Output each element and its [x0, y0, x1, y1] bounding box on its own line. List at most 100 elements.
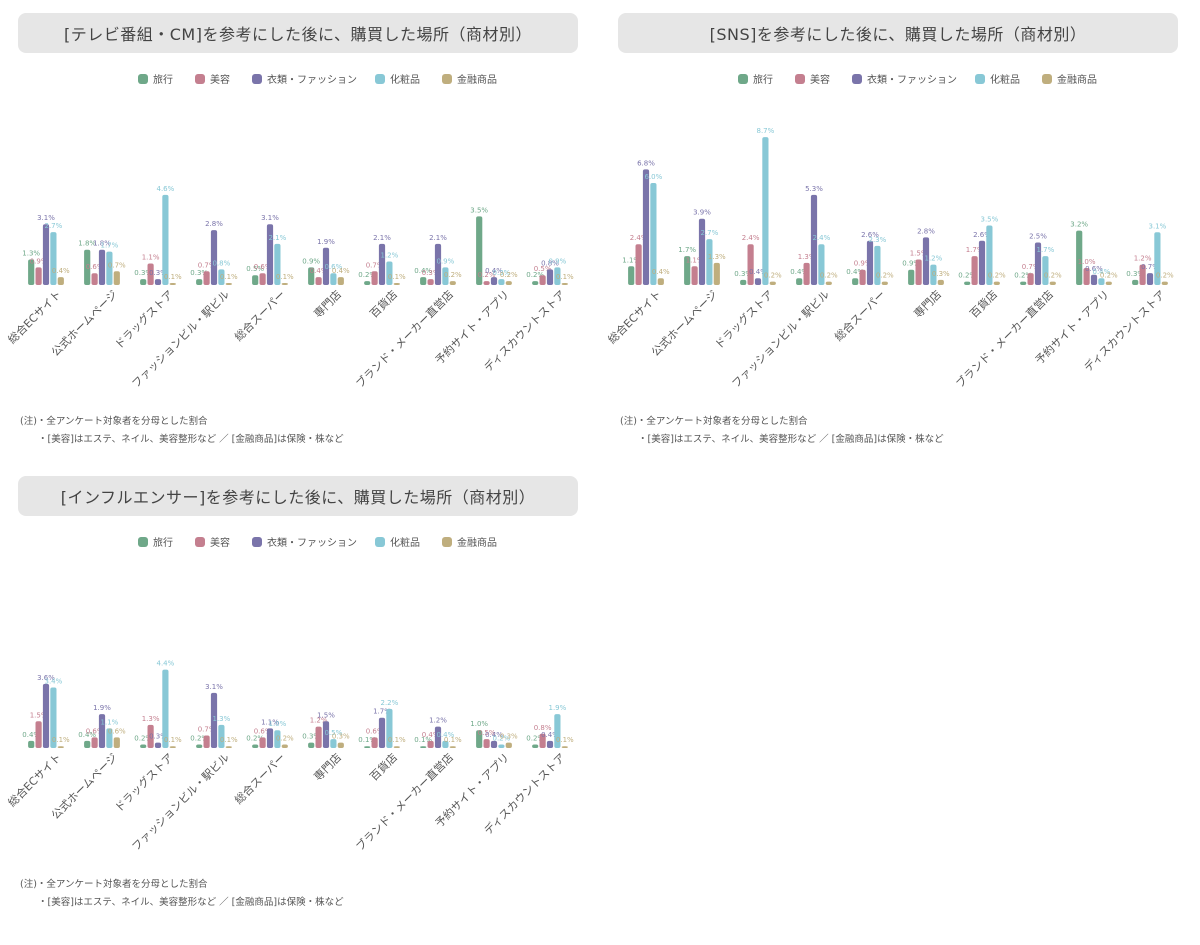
bar: [57, 277, 64, 285]
category-label: 総合スーパー: [232, 287, 288, 343]
bar: [50, 232, 57, 285]
category-label: 総合ECサイト: [605, 287, 664, 346]
data-label: 1.2%: [310, 717, 328, 725]
bar: [1139, 264, 1146, 285]
data-label: 1.9%: [93, 704, 111, 712]
data-label: 0.6%: [366, 727, 384, 735]
category-group: 1.1% 2.4% 6.8% 6.0% 0.4% 総合ECサイト: [605, 159, 670, 346]
bar: [1105, 281, 1112, 285]
legend-item: 旅行: [138, 73, 173, 86]
legend-swatch: [195, 537, 205, 547]
bar: [322, 247, 330, 285]
bar: [915, 259, 922, 285]
note-line-1: (注)・全アンケート対象者を分母とした割合: [620, 416, 808, 427]
data-label: 1.3%: [798, 253, 816, 261]
bar-chart-sns: 旅行 美容 衣類・ファッション 化粧品 金融商品 1.1% 2.4% 6.8% 6.0% 0.4%…: [605, 73, 1174, 391]
bar: [635, 244, 642, 285]
bar: [427, 740, 434, 748]
data-label: 0.5%: [325, 729, 343, 737]
bar: [1146, 273, 1154, 285]
bar: [259, 273, 266, 285]
data-label: 0.6%: [86, 727, 104, 735]
bar-chart-tv: 旅行 美容 衣類・ファッション 化粧品 金融商品1.3%0.9%3.1%2.7%0.4%…: [5, 73, 574, 390]
bar: [449, 746, 456, 748]
legend-swatch: [852, 74, 862, 84]
data-label: 1.8%: [93, 240, 111, 248]
data-label: 0.6%: [1085, 265, 1103, 273]
category-group: 0.2% 0.7% 2.1% 1.2% 0.1% 百貨店: [358, 234, 406, 321]
bar: [483, 739, 490, 748]
bar: [825, 281, 832, 285]
data-label: 0.5%: [478, 729, 496, 737]
category-group: 0.2%0.6%1.1%1.0%0.2%総合スーパー: [232, 718, 295, 806]
category-label: ブランド・メーカー直営店: [353, 287, 456, 390]
chart-title: [テレビ番組・CM]を参考にした後に、購買した場所（商材別）: [18, 13, 578, 53]
note-line-2: ・[美容]はエステ、ネイル、美容整形など ／ [金融商品]は保険・株など: [38, 434, 344, 445]
data-label: 3.4%: [45, 677, 63, 685]
data-label: 0.2%: [526, 734, 544, 742]
legend-label: 旅行: [153, 73, 173, 86]
bar: [740, 279, 747, 285]
chart-panel-sns: [SNS]を参考にした後に、購買した場所（商材別） 旅行 美容 衣類・ファッション 化…: [605, 13, 1180, 453]
bar: [218, 269, 225, 285]
bar: [476, 730, 483, 748]
data-label: 1.5%: [317, 711, 335, 719]
bar: [449, 281, 456, 285]
data-label: 2.5%: [1029, 233, 1047, 241]
legend-label: 金融商品: [457, 536, 497, 549]
category-label: 専門店: [911, 287, 944, 320]
category-label: 総合ECサイト: [5, 287, 64, 346]
data-label: 0.3%: [734, 270, 752, 278]
data-label: 2.4%: [630, 234, 648, 242]
data-label: 1.7%: [1037, 246, 1055, 254]
bar: [393, 746, 400, 748]
data-label: 2.1%: [373, 234, 391, 242]
data-label: 0.1%: [164, 273, 182, 281]
bar: [434, 726, 442, 748]
data-label: 0.1%: [444, 736, 462, 744]
bar-chart-influencer: 旅行 美容 衣類・ファッション 化粧品 金融商品 0.4% 1.5% 3.6%3.4% 0.1%…: [5, 536, 574, 853]
legend-swatch: [738, 74, 748, 84]
bar: [378, 717, 386, 748]
bar: [274, 243, 281, 285]
bar: [322, 721, 330, 748]
bar: [1154, 232, 1161, 285]
bar: [505, 281, 512, 285]
data-label: 2.3%: [869, 236, 887, 244]
bar: [1020, 281, 1027, 285]
bar: [810, 194, 818, 285]
data-label: 0.4%: [437, 731, 455, 739]
data-label: 0.4%: [78, 731, 96, 739]
data-label: 0.1%: [220, 273, 238, 281]
category-group: 0.3% 2.4% 0.4% 8.7% 0.2% ドラッグストア: [712, 127, 782, 351]
bar: [386, 708, 393, 748]
data-label: 0.2%: [1100, 272, 1118, 280]
bar: [554, 714, 561, 748]
data-label: 0.9%: [549, 257, 567, 265]
data-label: 0.2%: [958, 272, 976, 280]
bar: [971, 256, 978, 285]
chart-panel-tv: [テレビ番組・CM]を参考にした後に、購買した場所（商材別） 旅行 美容 衣類・ファ…: [5, 13, 580, 453]
bar: [1042, 256, 1049, 285]
bar: [881, 281, 888, 285]
bar: [252, 744, 259, 748]
category-label: 総合スーパー: [832, 287, 888, 343]
bar: [561, 746, 568, 748]
data-label: 0.2%: [820, 272, 838, 280]
data-label: 0.9%: [902, 260, 920, 268]
data-label: 4.6%: [157, 185, 175, 193]
legend-item: 金融商品: [1042, 73, 1097, 86]
bar: [225, 746, 232, 748]
bar: [386, 261, 393, 285]
bar: [420, 746, 427, 748]
legend-item: 化粧品: [975, 73, 1020, 86]
legend-swatch: [195, 74, 205, 84]
legend-item: 化粧品: [375, 73, 420, 86]
data-label: 0.7%: [1141, 263, 1159, 271]
category-label: ファッションビル・駅ビル: [729, 288, 832, 391]
data-label: 0.3%: [190, 269, 208, 277]
chart-title: [インフルエンサー]を参考にした後に、購買した場所（商材別）: [18, 476, 578, 516]
bar: [106, 728, 113, 748]
data-label: 1.3%: [708, 253, 726, 261]
data-label: 0.6%: [108, 727, 126, 735]
